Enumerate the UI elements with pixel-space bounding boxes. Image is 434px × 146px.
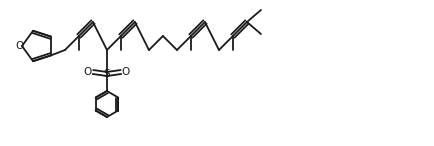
Text: O: O: [15, 41, 23, 51]
Text: O: O: [84, 67, 92, 77]
Text: O: O: [122, 67, 130, 77]
Text: S: S: [104, 69, 110, 79]
